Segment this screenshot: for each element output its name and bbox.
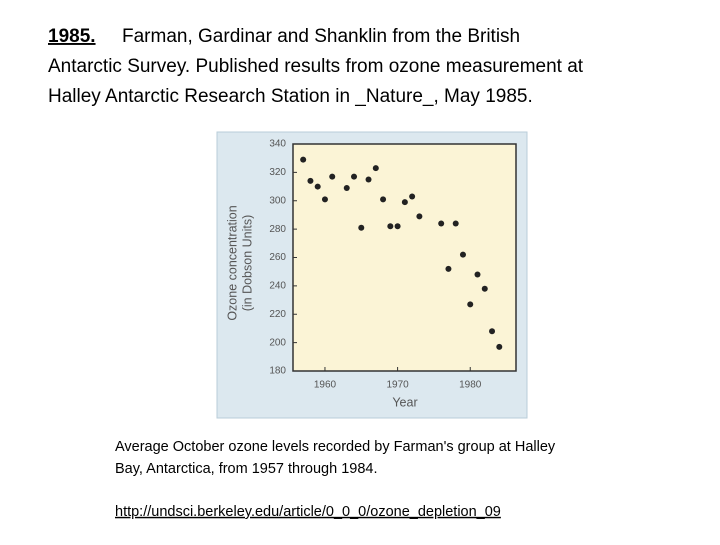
data-point [452,220,459,227]
y-tick-label: 320 [269,167,286,178]
title-year: 1985. [48,26,96,47]
data-point [300,156,307,163]
title-line: Farman, Gardinar and Shanklin from the B… [122,26,520,47]
x-axis-label: Year [392,395,417,409]
data-point [329,173,336,180]
y-tick-label: 260 [269,252,286,263]
y-tick-label: 280 [269,224,286,235]
data-point [372,165,379,172]
data-point [409,193,416,200]
y-tick-label: 180 [269,366,286,377]
y-tick-label: 300 [269,195,286,206]
data-point [351,173,358,180]
data-point [481,285,488,292]
y-tick-label: 220 [269,309,286,320]
data-point [387,223,394,230]
data-point [438,220,445,227]
y-axis-label: Ozone concentration [225,205,239,320]
data-point [445,265,452,272]
title-line: Halley Antarctic Research Station in _Na… [48,86,533,107]
plot-area [292,143,517,372]
caption: Average October ozone levels recorded by… [115,439,556,455]
data-point [307,177,314,184]
title-line: Antarctic Survey. Published results from… [48,56,584,77]
y-tick-label: 240 [269,281,286,292]
data-point [380,196,387,203]
data-point [416,213,423,220]
data-point [459,251,466,258]
y-axis-label: (in Dobson Units) [240,215,254,312]
x-tick-label: 1970 [386,380,409,391]
x-tick-label: 1960 [314,380,337,391]
x-tick-label: 1980 [459,380,482,391]
data-point [358,224,365,231]
data-point [496,343,503,350]
link[interactable]: http://undsci.berkeley.edu/article/0_0_0… [115,504,501,520]
y-tick-label: 340 [269,139,286,150]
data-point [321,196,328,203]
data-point [314,183,321,190]
data-point [394,223,401,230]
data-point [401,199,408,206]
data-point [489,328,496,335]
data-point [467,301,474,308]
y-tick-label: 200 [269,337,286,348]
data-point [474,271,481,278]
data-point [343,184,350,191]
data-point [365,176,372,183]
caption: Bay, Antarctica, from 1957 through 1984. [115,461,378,477]
